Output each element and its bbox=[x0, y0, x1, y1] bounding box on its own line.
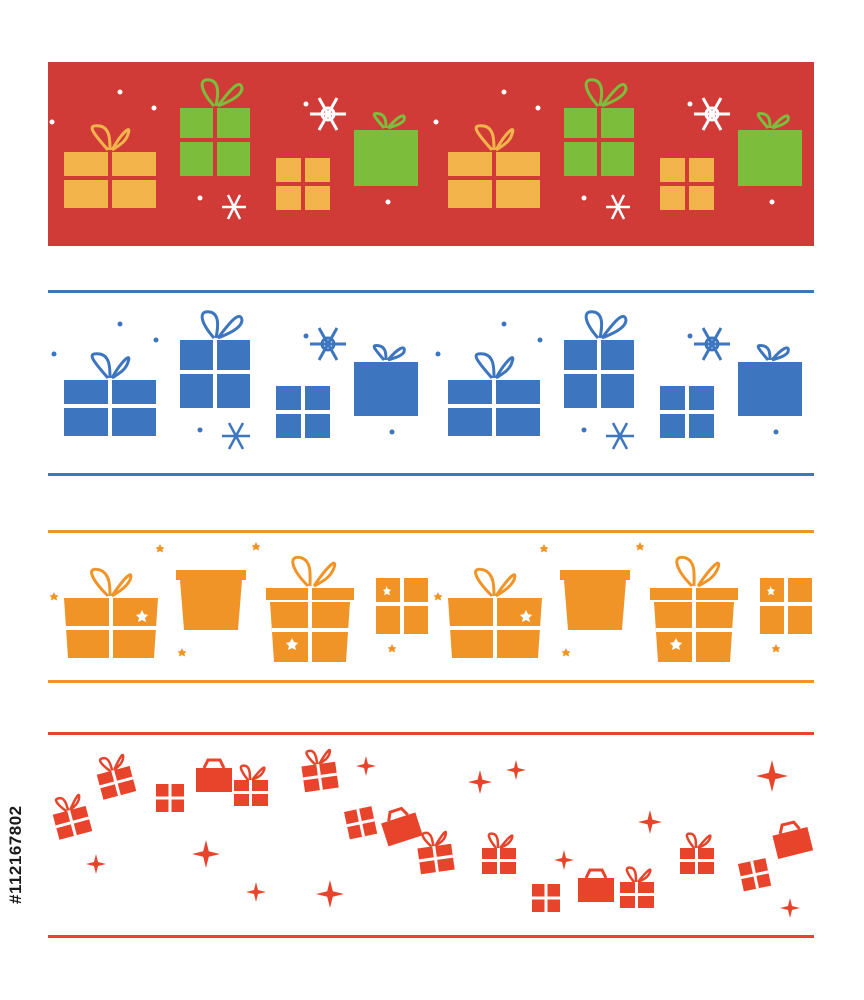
gift-icon bbox=[64, 567, 158, 658]
sparkle-icon bbox=[246, 882, 266, 902]
gift-icon bbox=[194, 758, 234, 794]
blue-gift-banner bbox=[48, 290, 814, 478]
gift-icon bbox=[156, 784, 184, 812]
red-gift-banner bbox=[48, 62, 814, 246]
bottom-rule bbox=[48, 680, 814, 683]
star-icon bbox=[387, 644, 397, 653]
gift-icon bbox=[91, 750, 138, 802]
gift-icon bbox=[618, 866, 656, 910]
gift-icon bbox=[64, 352, 156, 436]
top-rule bbox=[48, 732, 814, 735]
gift-icon bbox=[738, 858, 772, 892]
gift-icon bbox=[678, 832, 716, 876]
star-icon bbox=[251, 542, 261, 551]
gift-icon bbox=[180, 78, 250, 176]
gift-icon bbox=[576, 868, 616, 904]
snowflake-icon bbox=[310, 327, 346, 361]
sparkle-icon bbox=[86, 854, 106, 874]
gift-icon bbox=[48, 790, 94, 842]
gift-icon bbox=[377, 803, 425, 848]
gift-icon bbox=[232, 764, 270, 808]
wave-gift-banner bbox=[48, 732, 814, 940]
blue-banner-art bbox=[48, 290, 814, 476]
gift-icon bbox=[354, 112, 418, 186]
top-rule bbox=[48, 290, 814, 293]
bottom-rule bbox=[48, 473, 814, 476]
gift-icon bbox=[180, 310, 250, 408]
sparkle-icon bbox=[468, 770, 492, 794]
gift-icon bbox=[414, 828, 456, 876]
gift-icon bbox=[532, 884, 560, 912]
top-rule bbox=[48, 530, 814, 533]
star-icon bbox=[49, 592, 59, 601]
orange-gift-banner bbox=[48, 530, 814, 684]
gift-icon bbox=[266, 555, 354, 662]
sparkle-icon bbox=[554, 850, 574, 870]
bottom-rule bbox=[48, 935, 814, 938]
wave-banner-art bbox=[48, 732, 814, 938]
sparkle-icon bbox=[780, 898, 800, 918]
gift-icon bbox=[298, 746, 340, 794]
star-icon bbox=[177, 648, 187, 657]
gift-icon bbox=[376, 578, 428, 634]
red-band-background bbox=[48, 62, 814, 246]
snowflake-icon bbox=[310, 97, 346, 131]
star-icon bbox=[155, 544, 165, 553]
red-banner-art bbox=[48, 62, 814, 246]
sparkle-icon bbox=[638, 810, 662, 834]
gift-icon bbox=[276, 158, 330, 210]
sparkle-icon bbox=[756, 760, 788, 792]
sparkle-icon bbox=[222, 194, 246, 220]
sparkle-icon bbox=[192, 840, 220, 868]
sparkle-icon bbox=[356, 756, 376, 776]
gift-icon bbox=[768, 817, 814, 861]
sparkle-icon bbox=[222, 422, 250, 450]
sparkle-icon bbox=[506, 760, 526, 780]
orange-banner-art bbox=[48, 530, 814, 683]
gift-icon bbox=[176, 570, 246, 630]
gift-icon bbox=[480, 832, 518, 876]
gift-icon bbox=[64, 124, 156, 208]
sparkle-icon bbox=[316, 880, 344, 908]
stock-id-label: #112167802 bbox=[6, 805, 25, 905]
gift-icon bbox=[354, 344, 418, 416]
gift-icon bbox=[276, 386, 330, 438]
gift-icon bbox=[344, 806, 378, 840]
